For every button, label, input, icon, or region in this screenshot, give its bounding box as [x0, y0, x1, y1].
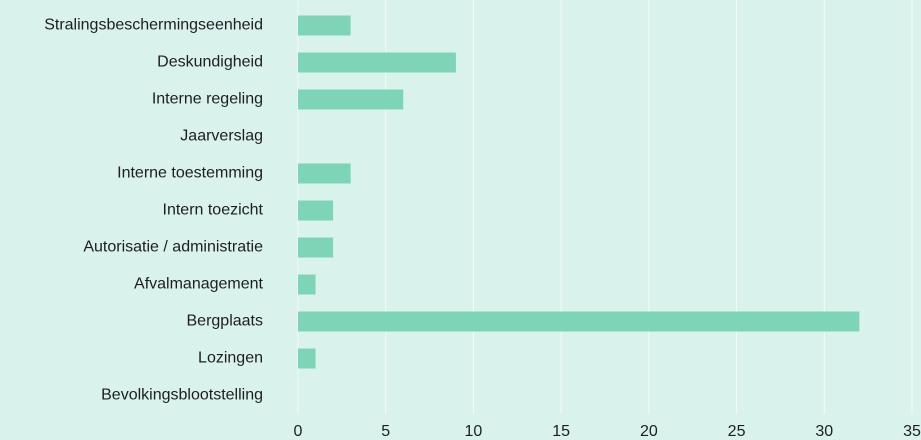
bar	[298, 311, 860, 332]
y-tick-label: Interne toestemming	[117, 165, 263, 182]
y-tick-label: Autorisatie / administratie	[83, 239, 263, 256]
y-tick-label: Bergplaats	[187, 313, 264, 330]
x-tick-label: 25	[728, 423, 746, 440]
bar	[298, 52, 456, 73]
x-tick-label: 15	[552, 423, 570, 440]
bar	[298, 15, 351, 36]
y-tick-label: Interne regeling	[152, 91, 263, 108]
x-tick-label: 20	[640, 423, 658, 440]
bar	[298, 274, 316, 295]
y-tick-label: Intern toezicht	[163, 202, 264, 219]
y-tick-label: Stralingsbeschermingseenheid	[44, 17, 263, 34]
x-tick-label: 5	[381, 423, 390, 440]
x-tick-label: 35	[903, 423, 921, 440]
bar	[298, 348, 316, 369]
x-tick-label: 0	[294, 423, 303, 440]
y-tick-label: Lozingen	[198, 350, 263, 367]
x-tick-label: 10	[465, 423, 483, 440]
y-tick-label: Afvalmanagement	[134, 276, 264, 293]
y-tick-label: Deskundigheid	[157, 54, 263, 71]
y-tick-label: Bevolkingsblootstelling	[101, 387, 263, 404]
y-tick-label: Jaarverslag	[180, 128, 263, 145]
x-tick-label: 30	[815, 423, 833, 440]
bar	[298, 163, 351, 184]
bar	[298, 200, 334, 221]
bar	[298, 89, 404, 110]
bar	[298, 237, 334, 258]
